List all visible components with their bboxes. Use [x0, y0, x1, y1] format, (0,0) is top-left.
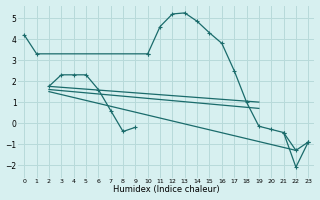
X-axis label: Humidex (Indice chaleur): Humidex (Indice chaleur) — [113, 185, 220, 194]
